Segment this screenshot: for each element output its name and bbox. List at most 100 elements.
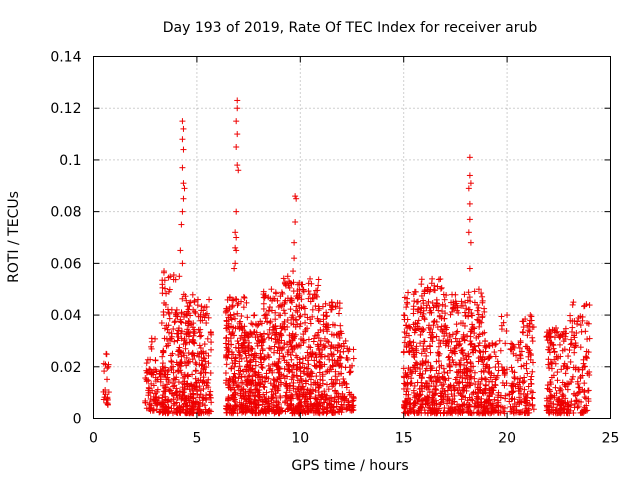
data-point [577,373,584,380]
data-point [341,379,348,386]
data-point [475,401,482,408]
data-point [202,358,209,365]
data-point [234,338,241,345]
data-point [176,348,183,355]
data-point [270,295,277,302]
data-point [418,304,425,311]
data-point [237,390,244,397]
data-point [290,288,297,295]
data-point [572,392,579,399]
data-point [177,247,184,254]
data-point [524,370,531,377]
data-point [171,319,178,326]
data-point [312,381,319,388]
data-point [240,336,247,343]
data-point [246,339,253,346]
data-point [547,379,554,386]
data-point [462,352,469,359]
data-point [497,403,504,410]
data-point [293,303,300,310]
data-point [260,330,267,337]
data-point [323,320,330,327]
data-point [419,328,426,335]
data-point [287,306,294,313]
data-point [284,351,291,358]
data-point [465,409,472,416]
data-point [413,298,420,305]
data-point [165,309,172,316]
data-point [169,350,176,357]
data-point [414,306,421,313]
data-point [413,349,420,356]
data-point [409,345,416,352]
data-point [192,310,199,317]
data-point [449,331,456,338]
data-point [161,408,168,415]
data-point [486,343,493,350]
data-point [263,389,270,396]
data-point [412,368,419,375]
data-point [287,402,294,409]
data-point [233,247,240,254]
data-point [173,330,180,337]
data-point [427,375,434,382]
data-point [159,394,166,401]
data-point [322,300,329,307]
data-point [192,383,199,390]
data-point [291,372,298,379]
data-point [343,406,350,413]
data-point [255,369,262,376]
data-point [343,384,350,391]
data-point [262,311,269,318]
data-point [444,387,451,394]
data-point [431,406,438,413]
data-point [582,328,589,335]
data-point [513,403,520,410]
data-point [293,195,300,202]
x-tick-label: 10 [291,431,309,447]
data-point [239,342,246,349]
data-point [198,303,205,310]
data-point [197,344,204,351]
y-tick-label: 0 [73,412,82,428]
data-point [466,172,473,179]
data-point [564,365,571,372]
data-point [204,335,211,342]
data-point [460,331,467,338]
data-point [565,353,572,360]
data-point [179,260,186,267]
data-point [494,372,501,379]
data-point [303,365,310,372]
data-point [326,356,333,363]
data-point [177,363,184,370]
data-point [420,343,427,350]
data-point [333,376,340,383]
data-point [147,396,154,403]
data-point [180,180,187,187]
data-point [448,308,455,315]
data-point [551,327,558,334]
chart-title: Day 193 of 2019, Rate Of TEC Index for r… [163,20,538,36]
data-point [277,408,284,415]
data-point [190,320,197,327]
data-point [289,349,296,356]
data-point [186,318,193,325]
data-point [582,395,589,402]
data-point [252,362,259,369]
data-point [515,341,522,348]
data-point [422,359,429,366]
data-point [197,399,204,406]
data-point [309,405,316,412]
data-point [520,362,527,369]
data-point [305,288,312,295]
data-point [252,320,259,327]
data-point [464,333,471,340]
data-point [291,239,298,246]
data-point [143,360,150,367]
data-point [435,358,442,365]
data-point [326,401,333,408]
data-point [467,360,474,367]
data-point [475,358,482,365]
data-point [499,379,506,386]
data-point [284,295,291,302]
